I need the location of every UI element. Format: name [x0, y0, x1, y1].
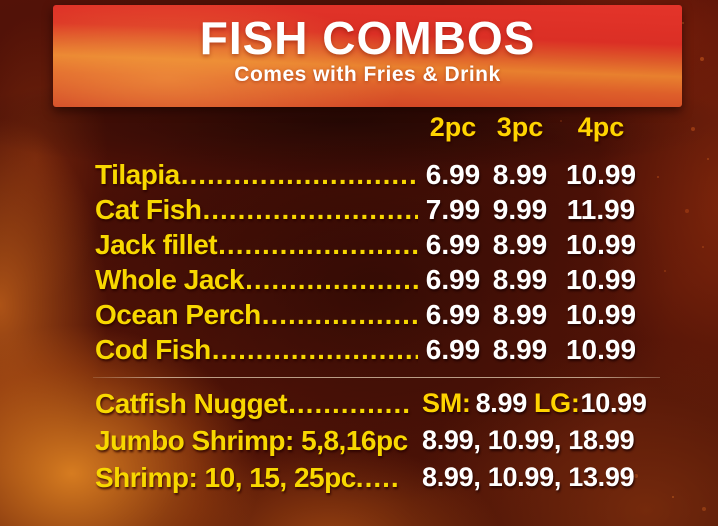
- item-name: Catfish Nugget: [95, 388, 288, 419]
- price-3pc: 9.99: [492, 194, 548, 225]
- dot-leader: ......................................: [202, 194, 418, 225]
- price-3pc: 8.99: [492, 264, 548, 295]
- price-4pc: 11.99: [566, 194, 636, 225]
- menu-row-jumbo-shrimp: Jumbo Shrimp: 5,8,16pc 8.99, 10.99, 18.9…: [95, 422, 675, 459]
- item-name: Shrimp: 10, 15, 25pc: [95, 462, 356, 493]
- item-name: Ocean Perch: [95, 299, 261, 330]
- item-name: Cat Fish: [95, 194, 202, 225]
- dot-leader: .....: [355, 462, 400, 493]
- menu-row-catfish-nugget: Catfish Nugget .............. SM: 8.99 LG:…: [95, 385, 675, 422]
- dot-leader: ......................................: [211, 334, 418, 365]
- page-title: FISH COMBOS: [199, 12, 536, 64]
- price-3pc: 8.99: [492, 334, 548, 365]
- price-4pc: 10.99: [565, 299, 637, 330]
- price-sm: 8.99: [475, 388, 528, 418]
- header-banner: FISH COMBOS Comes with Fries & Drink: [53, 5, 682, 107]
- specials-list: Catfish Nugget .............. SM: 8.99 LG:…: [95, 385, 675, 496]
- price-4pc: 10.99: [565, 334, 637, 365]
- dot-leader: ..............: [288, 388, 412, 419]
- price-3pc: 8.99: [492, 299, 548, 330]
- size-label-sm: SM:: [422, 388, 471, 418]
- price-text: SM: 8.99 LG:10.99: [422, 385, 675, 422]
- price-4pc: 10.99: [565, 264, 637, 295]
- price-2pc: 6.99: [425, 159, 481, 190]
- dot-leader: ......................................: [261, 299, 418, 330]
- item-name: Whole Jack: [95, 264, 245, 295]
- price-text: 8.99, 10.99, 18.99: [422, 425, 635, 455]
- price-text: 8.99, 10.99, 13.99: [422, 462, 635, 492]
- size-label-lg: LG:: [533, 388, 580, 418]
- price-4pc: 10.99: [565, 159, 637, 190]
- menu-row-shrimp: Shrimp: 10, 15, 25pc ..... 8.99, 10.99, …: [95, 459, 675, 496]
- spacer: [408, 422, 422, 459]
- menu-row-jack-fillet: Jack fillet ............................…: [95, 227, 646, 262]
- menu-row-cat-fish: Cat Fish ...............................…: [95, 192, 646, 227]
- spacer: [400, 459, 422, 496]
- dot-leader: ......................................: [218, 229, 418, 260]
- column-header-2pc: 2pc: [429, 112, 477, 142]
- menu-row-whole-jack: Whole Jack .............................…: [95, 262, 646, 297]
- item-name: Cod Fish: [95, 334, 211, 365]
- dot-leader: ......................................: [180, 159, 418, 190]
- price-3pc: 8.99: [492, 159, 548, 190]
- price-2pc: 6.99: [425, 334, 481, 365]
- size-column-headers: 2pc 3pc 4pc: [422, 112, 646, 142]
- item-name: Jumbo Shrimp: 5,8,16pc: [95, 425, 408, 456]
- price-lg: 10.99: [580, 388, 647, 418]
- item-name: Jack fillet: [95, 229, 218, 260]
- price-2pc: 7.99: [425, 194, 481, 225]
- price-2pc: 6.99: [425, 264, 481, 295]
- ember-sparks: [0, 0, 2, 2]
- menu-row-cod-fish: Cod Fish ...............................…: [95, 332, 646, 367]
- combo-list: Tilapia ................................…: [95, 157, 646, 367]
- menu-row-tilapia: Tilapia ................................…: [95, 157, 646, 192]
- dot-leader: ......................................: [245, 264, 418, 295]
- price-3pc: 8.99: [492, 229, 548, 260]
- column-header-3pc: 3pc: [496, 112, 544, 142]
- item-name: Tilapia: [95, 159, 180, 190]
- column-header-4pc: 4pc: [577, 112, 625, 142]
- header-subtitle: Comes with Fries & Drink: [234, 63, 501, 86]
- menu-row-ocean-perch: Ocean Perch ............................…: [95, 297, 646, 332]
- section-divider: [93, 377, 660, 378]
- price-4pc: 10.99: [565, 229, 637, 260]
- price-2pc: 6.99: [425, 299, 481, 330]
- price-2pc: 6.99: [425, 229, 481, 260]
